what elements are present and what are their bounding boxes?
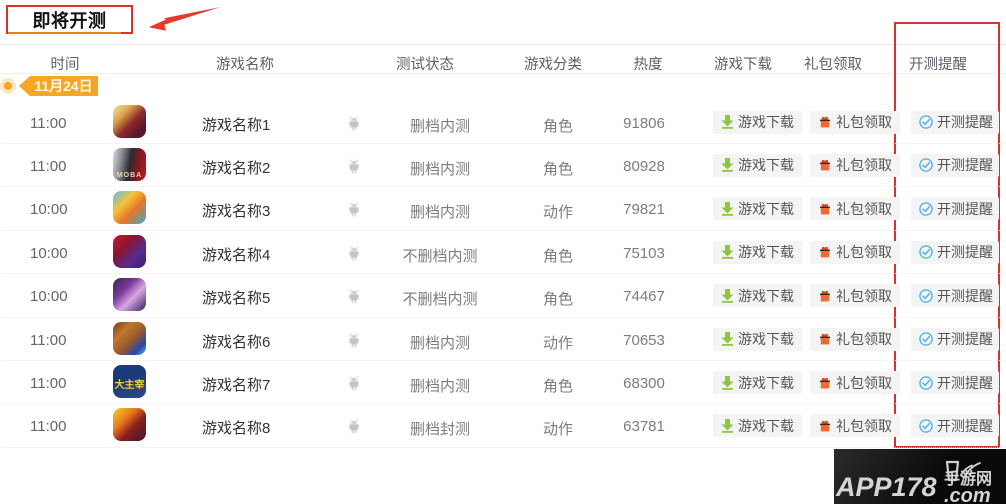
svg-text:.com: .com [944,485,991,504]
svg-text:APP178: APP178 [835,472,937,502]
